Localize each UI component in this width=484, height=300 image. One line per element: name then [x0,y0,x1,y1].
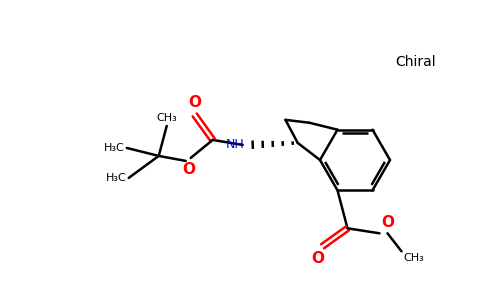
Text: NH: NH [226,138,245,152]
Text: Chiral: Chiral [395,55,436,69]
Text: O: O [381,215,394,230]
Text: CH₃: CH₃ [156,113,177,123]
Text: O: O [182,162,195,177]
Text: O: O [311,251,324,266]
Text: H₃C: H₃C [106,173,127,183]
Text: O: O [188,95,201,110]
Text: CH₃: CH₃ [404,253,424,263]
Text: H₃C: H₃C [104,143,125,153]
